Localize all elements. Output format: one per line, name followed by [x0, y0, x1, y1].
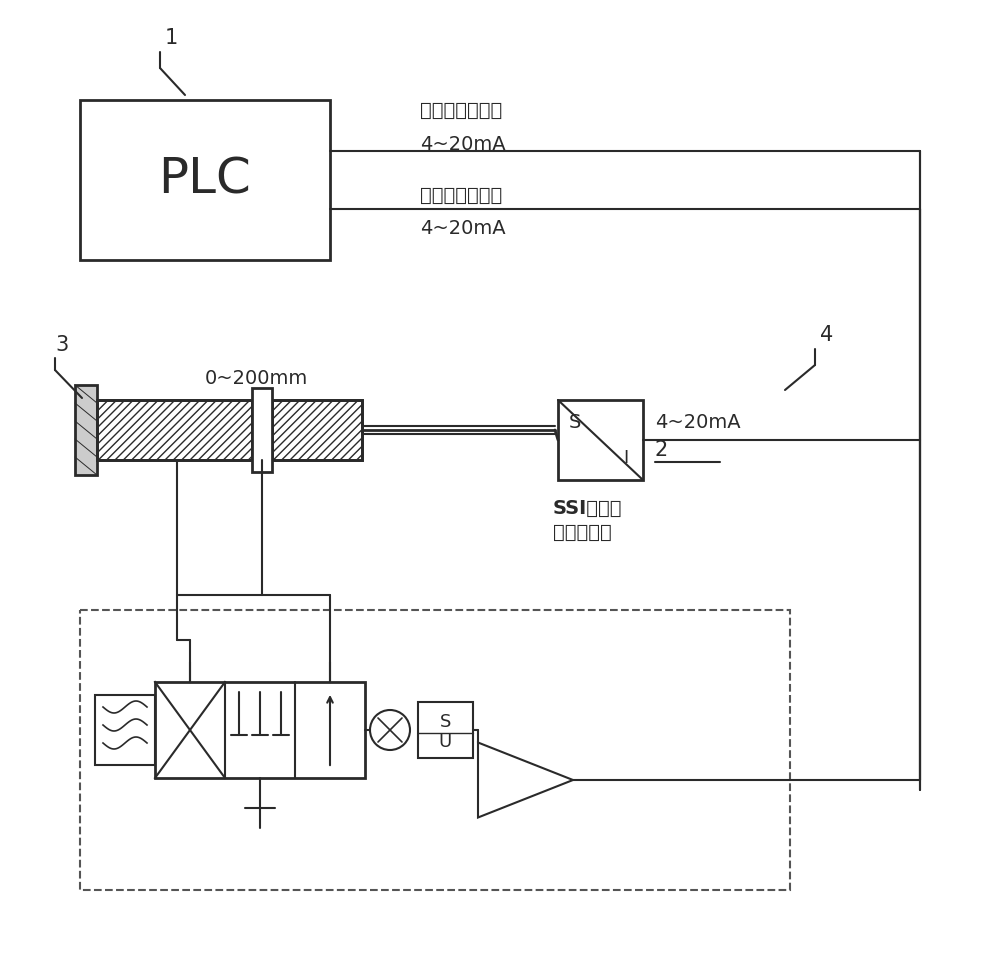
Text: 3: 3 — [55, 335, 68, 355]
Text: 4~20mA: 4~20mA — [655, 413, 741, 431]
Text: 1: 1 — [165, 28, 178, 48]
Bar — [272, 400, 362, 460]
Text: SSI数字型: SSI数字型 — [553, 499, 622, 517]
Text: S: S — [440, 713, 451, 731]
Bar — [95, 695, 155, 765]
Bar — [75, 385, 97, 475]
Text: 模拟量输出通道: 模拟量输出通道 — [420, 101, 502, 120]
Text: PLC: PLC — [159, 156, 251, 204]
Text: 位移传感器: 位移传感器 — [553, 522, 612, 542]
Text: S: S — [569, 413, 581, 431]
Text: 4~20mA: 4~20mA — [420, 135, 506, 155]
Text: I: I — [623, 449, 629, 467]
Bar — [97, 400, 362, 460]
Bar — [155, 682, 365, 778]
Bar — [418, 702, 473, 758]
Text: U: U — [439, 733, 452, 751]
Text: 4~20mA: 4~20mA — [420, 219, 506, 238]
Text: 2: 2 — [655, 440, 668, 460]
Bar — [80, 610, 790, 890]
Text: 0~200mm: 0~200mm — [205, 368, 308, 388]
Bar — [252, 388, 272, 472]
Bar — [97, 400, 252, 460]
Text: 模拟量输入通道: 模拟量输入通道 — [420, 186, 502, 204]
Bar — [80, 100, 330, 260]
Text: 4: 4 — [820, 325, 833, 345]
Bar — [558, 400, 643, 480]
